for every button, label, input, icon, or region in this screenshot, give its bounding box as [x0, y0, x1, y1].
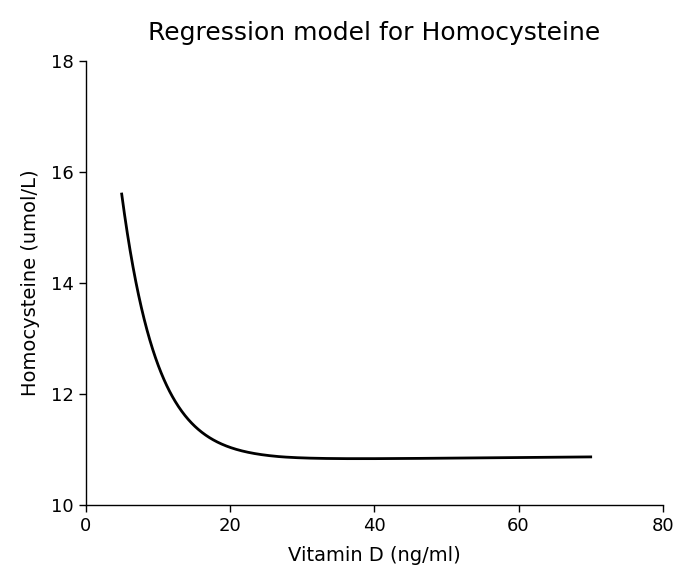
- Title: Regression model for Homocysteine: Regression model for Homocysteine: [148, 21, 600, 45]
- Y-axis label: Homocysteine (umol/L): Homocysteine (umol/L): [21, 169, 40, 396]
- X-axis label: Vitamin D (ng/ml): Vitamin D (ng/ml): [288, 546, 461, 565]
